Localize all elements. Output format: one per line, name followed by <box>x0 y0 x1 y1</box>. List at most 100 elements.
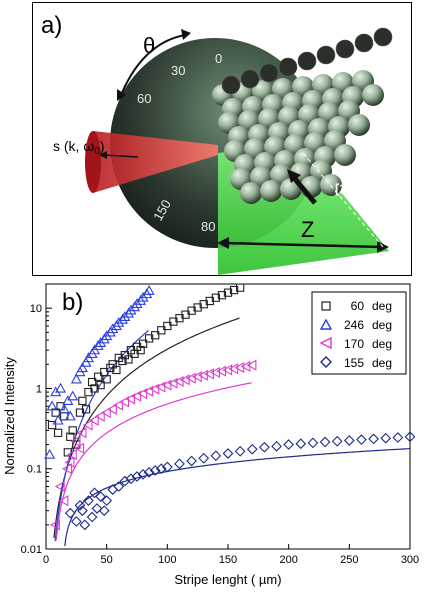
legend-entry-170: 170 deg <box>319 336 392 351</box>
crystal-sphere-top <box>221 75 241 95</box>
direction-arrow <box>293 177 317 205</box>
crystal-sphere <box>334 144 356 166</box>
data-point-246 <box>125 304 137 315</box>
data-point-246 <box>55 382 67 393</box>
dial-tick-80: 80 <box>201 219 215 234</box>
legend-entry-60: 60 deg <box>321 299 392 313</box>
data-point-170 <box>149 383 160 395</box>
fit-curve <box>55 382 252 541</box>
crystal-sphere-top <box>278 57 298 77</box>
data-point-170 <box>246 359 257 371</box>
data-point-246 <box>64 410 76 421</box>
data-point-170 <box>137 388 148 400</box>
data-point-60 <box>96 380 105 390</box>
data-point-60 <box>53 428 63 437</box>
data-point-60 <box>124 355 133 364</box>
data-point-155 <box>295 438 307 450</box>
x-tick-label: 200 <box>279 554 297 566</box>
data-point-170 <box>125 393 136 405</box>
data-point-246 <box>80 356 92 367</box>
data-point-60 <box>94 372 103 381</box>
rotation-arrow <box>120 34 186 96</box>
z-arrow-head-left <box>217 237 229 249</box>
data-point-155 <box>368 433 379 445</box>
intensity-chart: 0 50 100 150 200 250 300 0.01 0.1 1 10 b) Stripe l… <box>2 283 419 587</box>
theta-label: θ <box>143 33 155 58</box>
data-point-170 <box>66 449 77 461</box>
legend-name-155: 155 <box>344 356 364 370</box>
crystal-sphere <box>348 114 370 136</box>
data-point-155 <box>307 437 319 449</box>
data-point-155 <box>70 516 82 527</box>
data-point-155 <box>161 461 173 473</box>
data-point-60 <box>81 405 91 414</box>
x-tick-label: 100 <box>158 554 176 566</box>
data-point-170 <box>49 519 60 531</box>
data-point-60 <box>217 291 227 300</box>
data-point-246 <box>52 414 64 425</box>
series-155 <box>64 431 416 531</box>
series-246 <box>44 284 155 459</box>
series-170 <box>49 359 257 531</box>
legend-marker-155 <box>320 356 332 368</box>
data-point-155 <box>343 435 355 446</box>
data-point-246 <box>46 400 58 411</box>
legend-marker-246 <box>319 318 333 330</box>
data-point-246 <box>44 448 56 459</box>
legend: 60 deg 246 deg 170 deg 155 deg <box>311 291 407 375</box>
data-point-155 <box>95 491 106 502</box>
data-point-170 <box>70 435 81 447</box>
data-point-155 <box>210 450 222 462</box>
data-point-60 <box>138 339 148 348</box>
data-point-170 <box>107 403 117 415</box>
legend-box <box>311 291 407 375</box>
crystal-sphere-top <box>259 63 279 83</box>
data-point-155 <box>74 499 86 511</box>
legend-unit-155: deg <box>372 356 392 370</box>
data-point-155 <box>91 503 103 514</box>
dial-tick-60: 60 <box>137 91 151 106</box>
data-point-60 <box>78 396 87 406</box>
direction-label: [111] <box>335 181 364 196</box>
data-point-155 <box>98 505 110 517</box>
crystal-sphere-top <box>316 45 336 65</box>
data-point-155 <box>83 495 94 507</box>
legend-entry-155: 155 deg <box>320 356 392 370</box>
x-tick-label: 300 <box>401 554 419 566</box>
crystal-sphere-top <box>297 51 317 71</box>
data-point-155 <box>125 473 137 485</box>
y-tick-label: 0.01 <box>21 544 42 556</box>
data-point-170 <box>100 407 111 419</box>
data-point-155 <box>319 436 331 448</box>
crystal-sphere-top <box>240 69 260 89</box>
x-tick-label: 150 <box>219 554 237 566</box>
data-point-60 <box>157 326 166 335</box>
data-point-60 <box>56 402 65 411</box>
data-point-155 <box>283 439 295 450</box>
data-point-246 <box>76 362 88 373</box>
data-point-60 <box>163 321 172 331</box>
data-point-246 <box>122 307 135 318</box>
legend-entry-246: 246 deg <box>319 318 392 332</box>
data-point-60 <box>102 375 111 384</box>
y-tick-label: 10 <box>30 303 42 315</box>
axis-ticks: 0 50 100 150 200 250 300 0.01 0.1 1 10 <box>21 283 419 566</box>
data-point-246 <box>92 340 104 350</box>
data-point-246 <box>70 373 82 384</box>
legend-unit-246: deg <box>372 318 392 332</box>
series-60 <box>47 283 245 457</box>
data-point-60 <box>229 285 239 295</box>
data-point-246 <box>131 298 143 309</box>
data-point-155 <box>259 441 270 453</box>
data-point-170 <box>113 399 123 411</box>
legend-unit-60: deg <box>372 299 392 313</box>
data-point-246 <box>143 284 155 295</box>
data-point-246 <box>119 311 131 321</box>
x-tick-label: 50 <box>101 554 113 566</box>
data-point-170 <box>82 419 93 431</box>
data-point-60 <box>68 426 77 435</box>
y-tick-label: 0.1 <box>27 464 42 476</box>
data-point-170 <box>94 410 105 422</box>
data-point-170 <box>62 463 72 475</box>
data-point-60 <box>151 331 160 340</box>
